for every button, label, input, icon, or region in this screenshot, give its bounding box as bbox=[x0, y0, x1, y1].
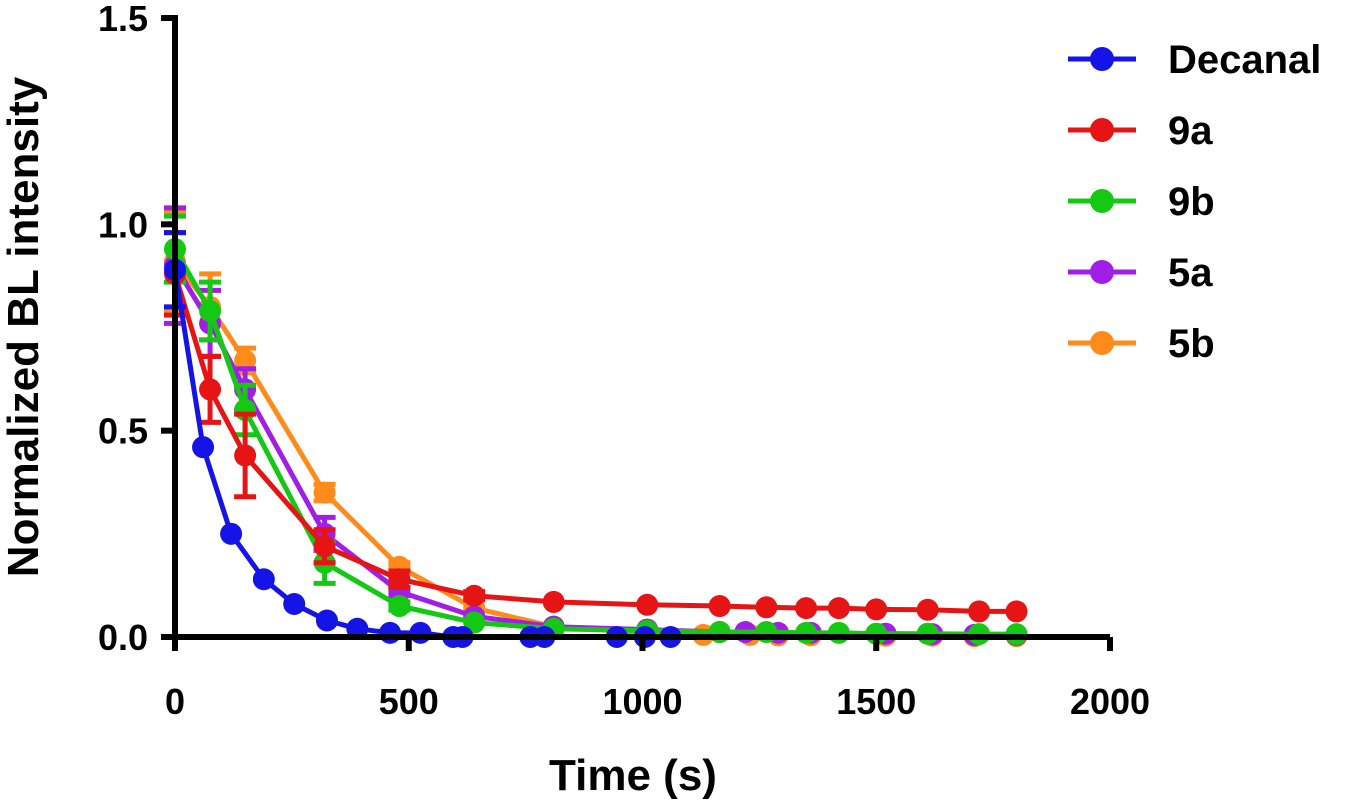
legend-label: 5b bbox=[1168, 322, 1215, 366]
series-5b bbox=[164, 209, 1028, 648]
x-tick-label: 1500 bbox=[836, 681, 916, 722]
legend: Decanal 9a 9b 5a 5b bbox=[1068, 38, 1321, 366]
plot-series bbox=[164, 205, 1028, 648]
data-point bbox=[708, 595, 731, 618]
data-point bbox=[916, 622, 939, 645]
y-ticks: 0.0 0.5 1.0 1.5 bbox=[98, 0, 175, 658]
data-point bbox=[199, 299, 222, 322]
y-axis-title: Normalized BL intensity bbox=[0, 76, 48, 577]
data-point bbox=[916, 598, 939, 621]
data-point bbox=[463, 584, 486, 607]
legend-item-Decanal: Decanal bbox=[1068, 38, 1321, 82]
legend-marker bbox=[1090, 189, 1114, 213]
data-point bbox=[252, 568, 275, 591]
data-point bbox=[192, 436, 215, 459]
data-point bbox=[220, 522, 243, 545]
legend-marker bbox=[1090, 118, 1114, 142]
y-tick-label: 0.5 bbox=[98, 411, 148, 452]
y-tick-label: 0.0 bbox=[98, 617, 148, 658]
data-point bbox=[755, 596, 778, 619]
legend-label: Decanal bbox=[1168, 38, 1321, 82]
data-point bbox=[234, 349, 257, 372]
legend-item-9b: 9b bbox=[1068, 180, 1215, 224]
series-line bbox=[173, 259, 1017, 639]
data-point bbox=[199, 378, 222, 401]
data-point bbox=[313, 535, 336, 558]
legend-label: 9b bbox=[1168, 180, 1215, 224]
data-point bbox=[827, 621, 850, 644]
data-point bbox=[542, 590, 565, 613]
data-point bbox=[234, 444, 257, 467]
series-5a bbox=[164, 205, 1028, 646]
series-9a bbox=[164, 230, 1028, 623]
data-point bbox=[315, 609, 338, 632]
legend-marker bbox=[1090, 331, 1114, 355]
data-point bbox=[636, 593, 659, 616]
legend-label: 9a bbox=[1168, 109, 1213, 153]
data-point bbox=[827, 597, 850, 620]
x-axis-title: Time (s) bbox=[549, 751, 717, 800]
legend-marker bbox=[1090, 47, 1114, 71]
data-point bbox=[388, 568, 411, 591]
legend-item-9a: 9a bbox=[1068, 109, 1213, 153]
y-tick-label: 1.0 bbox=[98, 204, 148, 245]
x-tick-label: 500 bbox=[379, 681, 439, 722]
series-line bbox=[172, 247, 1017, 637]
legend-label: 5a bbox=[1168, 251, 1213, 295]
legend-item-5b: 5b bbox=[1068, 322, 1215, 366]
data-point bbox=[313, 481, 336, 504]
axes bbox=[172, 15, 1110, 640]
x-tick-label: 2000 bbox=[1070, 681, 1150, 722]
y-tick-label: 1.5 bbox=[98, 0, 148, 39]
data-point bbox=[865, 598, 888, 621]
legend-marker bbox=[1090, 260, 1114, 284]
series-9b bbox=[164, 213, 1028, 646]
x-tick-label: 1000 bbox=[602, 681, 682, 722]
series-line bbox=[172, 273, 1017, 614]
data-point bbox=[409, 621, 432, 644]
data-point bbox=[795, 621, 818, 644]
legend-item-5a: 5a bbox=[1068, 251, 1213, 295]
x-tick-label: 0 bbox=[165, 681, 185, 722]
data-point bbox=[795, 597, 818, 620]
data-point bbox=[283, 592, 306, 615]
data-point bbox=[388, 595, 411, 618]
data-point bbox=[1005, 600, 1028, 623]
data-point bbox=[379, 621, 402, 644]
x-ticks: 0 500 1000 1500 2000 bbox=[165, 637, 1150, 722]
data-point bbox=[968, 600, 991, 623]
